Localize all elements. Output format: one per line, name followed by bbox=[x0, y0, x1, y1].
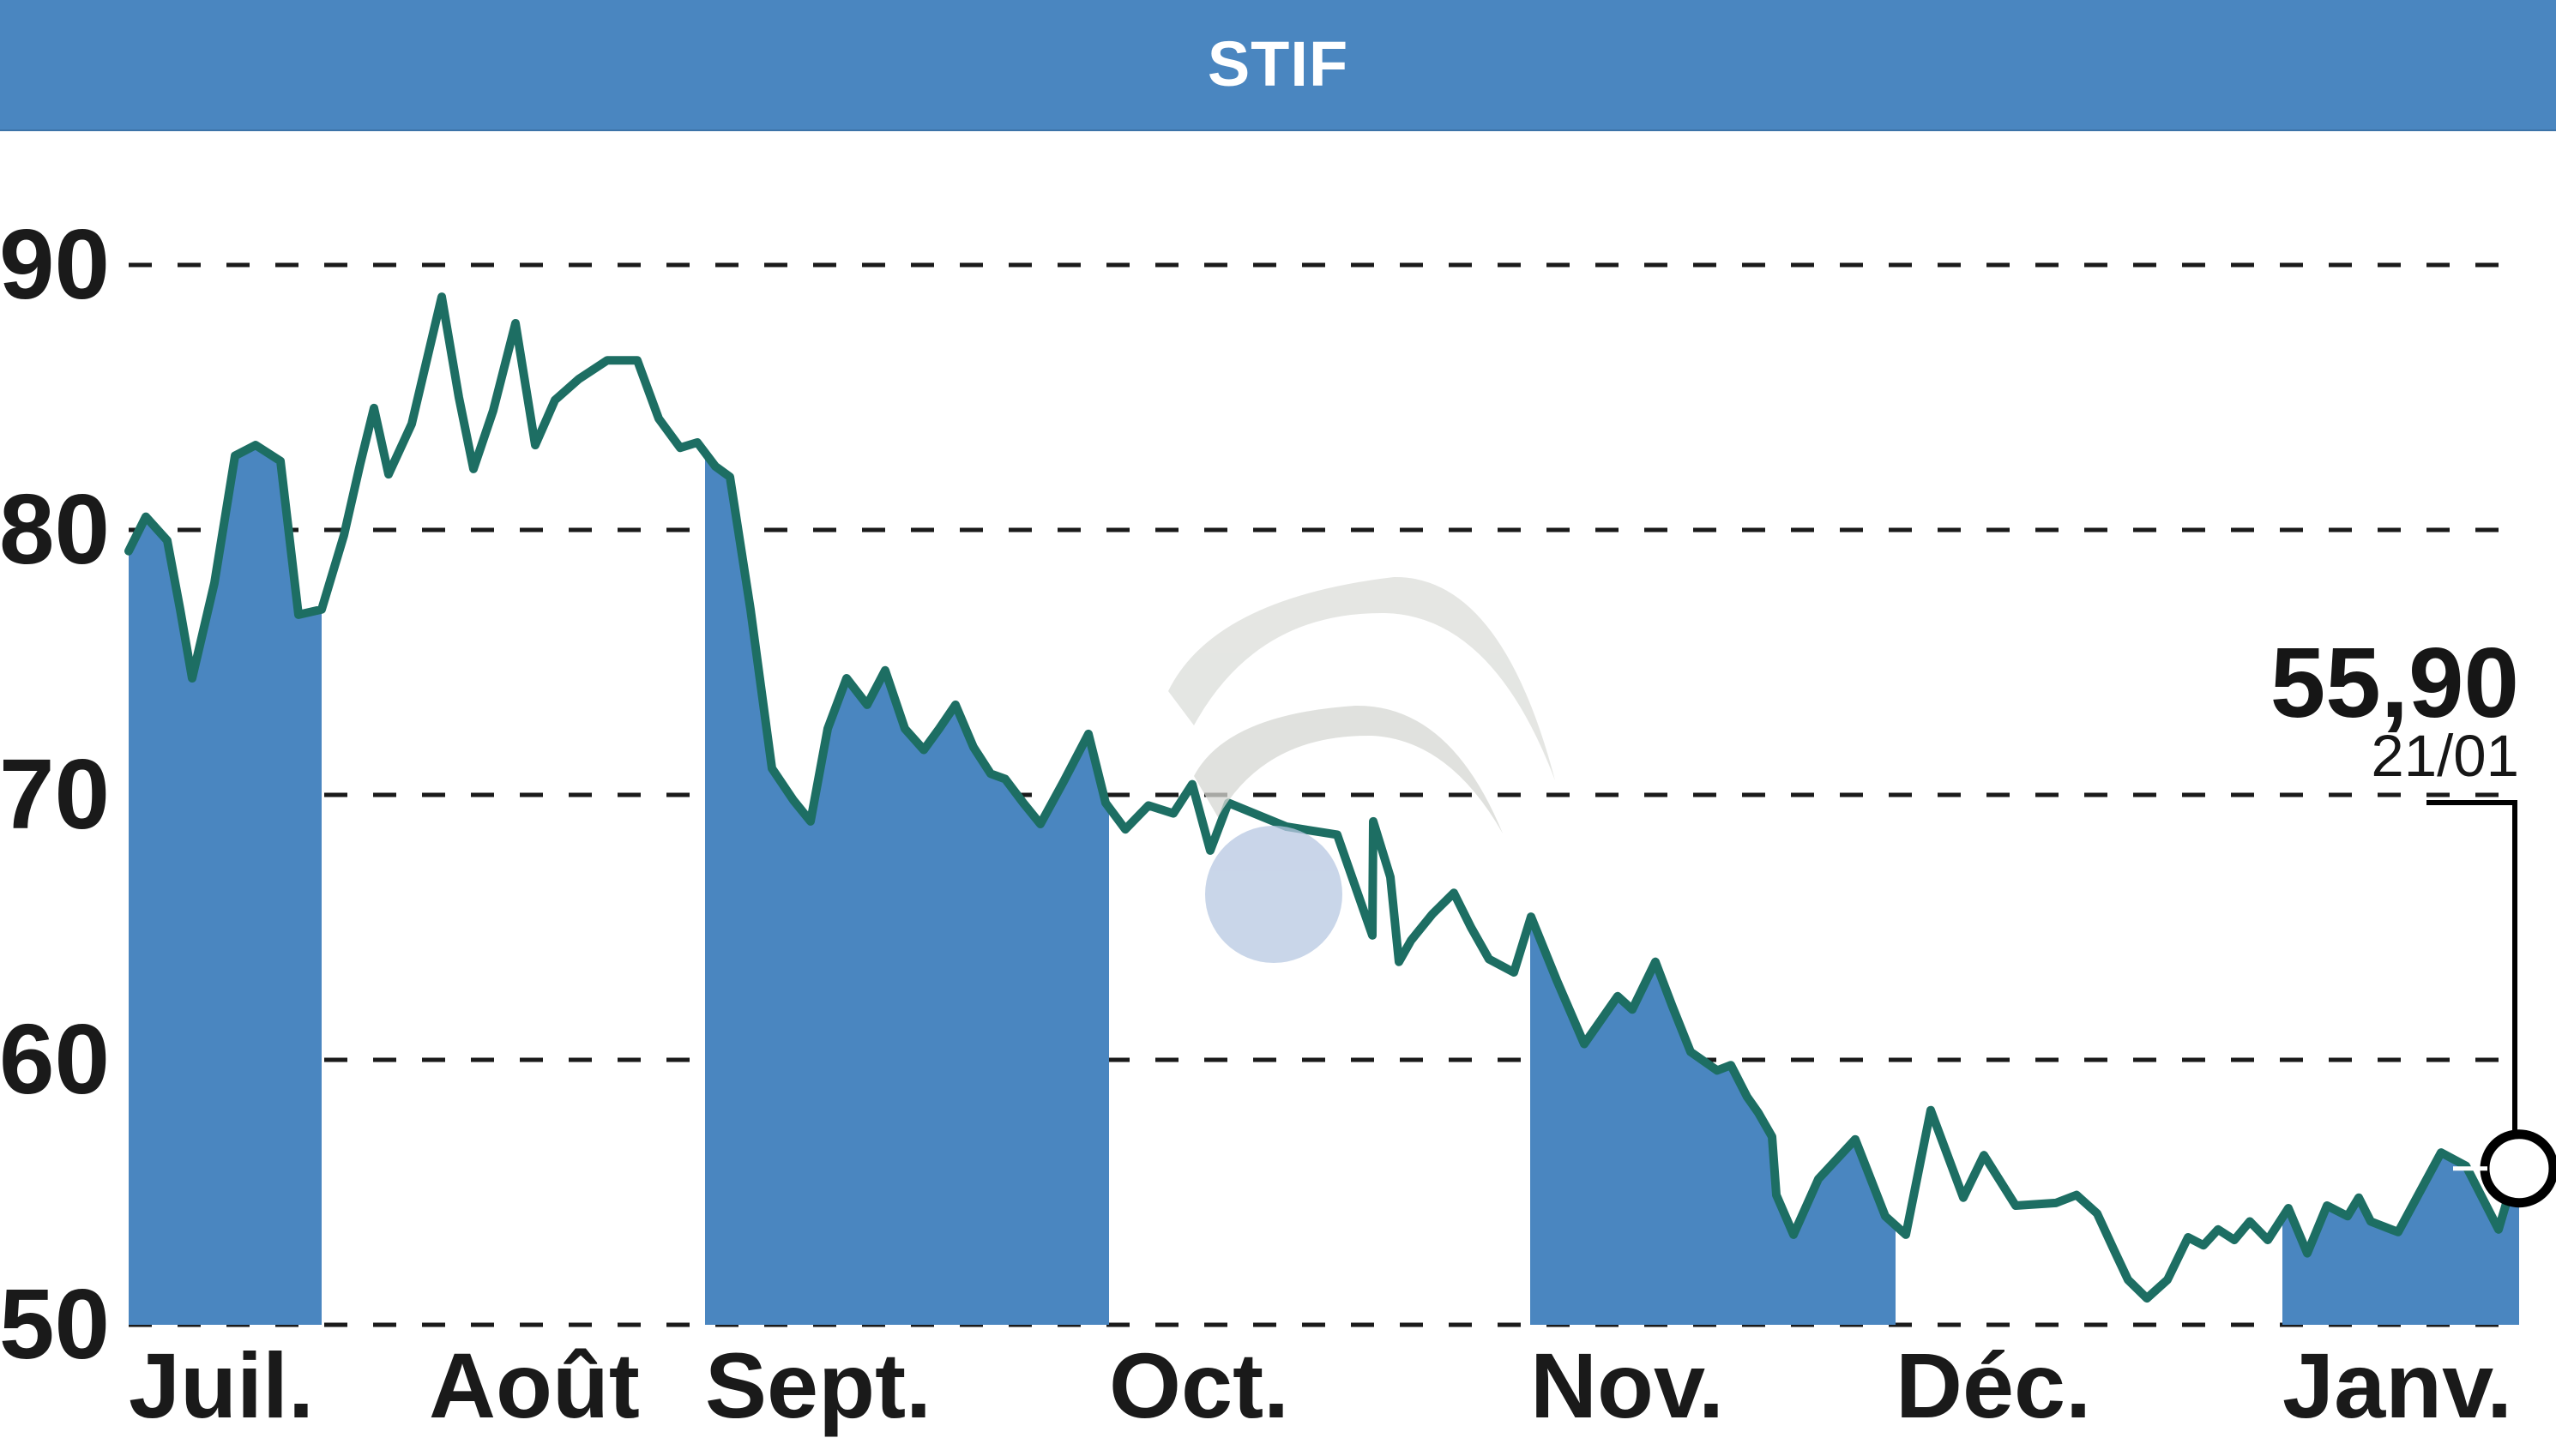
svg-text:Août: Août bbox=[429, 1333, 640, 1437]
svg-text:21/01: 21/01 bbox=[2371, 723, 2519, 789]
svg-text:Juil.: Juil. bbox=[129, 1333, 314, 1437]
svg-text:Nov.: Nov. bbox=[1530, 1333, 1724, 1437]
svg-text:Sept.: Sept. bbox=[705, 1333, 931, 1437]
svg-text:55,90: 55,90 bbox=[2270, 627, 2519, 738]
svg-text:Oct.: Oct. bbox=[1109, 1333, 1289, 1437]
svg-text:90: 90 bbox=[0, 208, 110, 320]
svg-text:Janv.: Janv. bbox=[2282, 1333, 2512, 1437]
svg-text:60: 60 bbox=[0, 1003, 110, 1115]
svg-text:50: 50 bbox=[0, 1268, 110, 1380]
svg-text:70: 70 bbox=[0, 738, 110, 850]
svg-text:Déc.: Déc. bbox=[1896, 1333, 2091, 1437]
svg-text:80: 80 bbox=[0, 473, 110, 585]
